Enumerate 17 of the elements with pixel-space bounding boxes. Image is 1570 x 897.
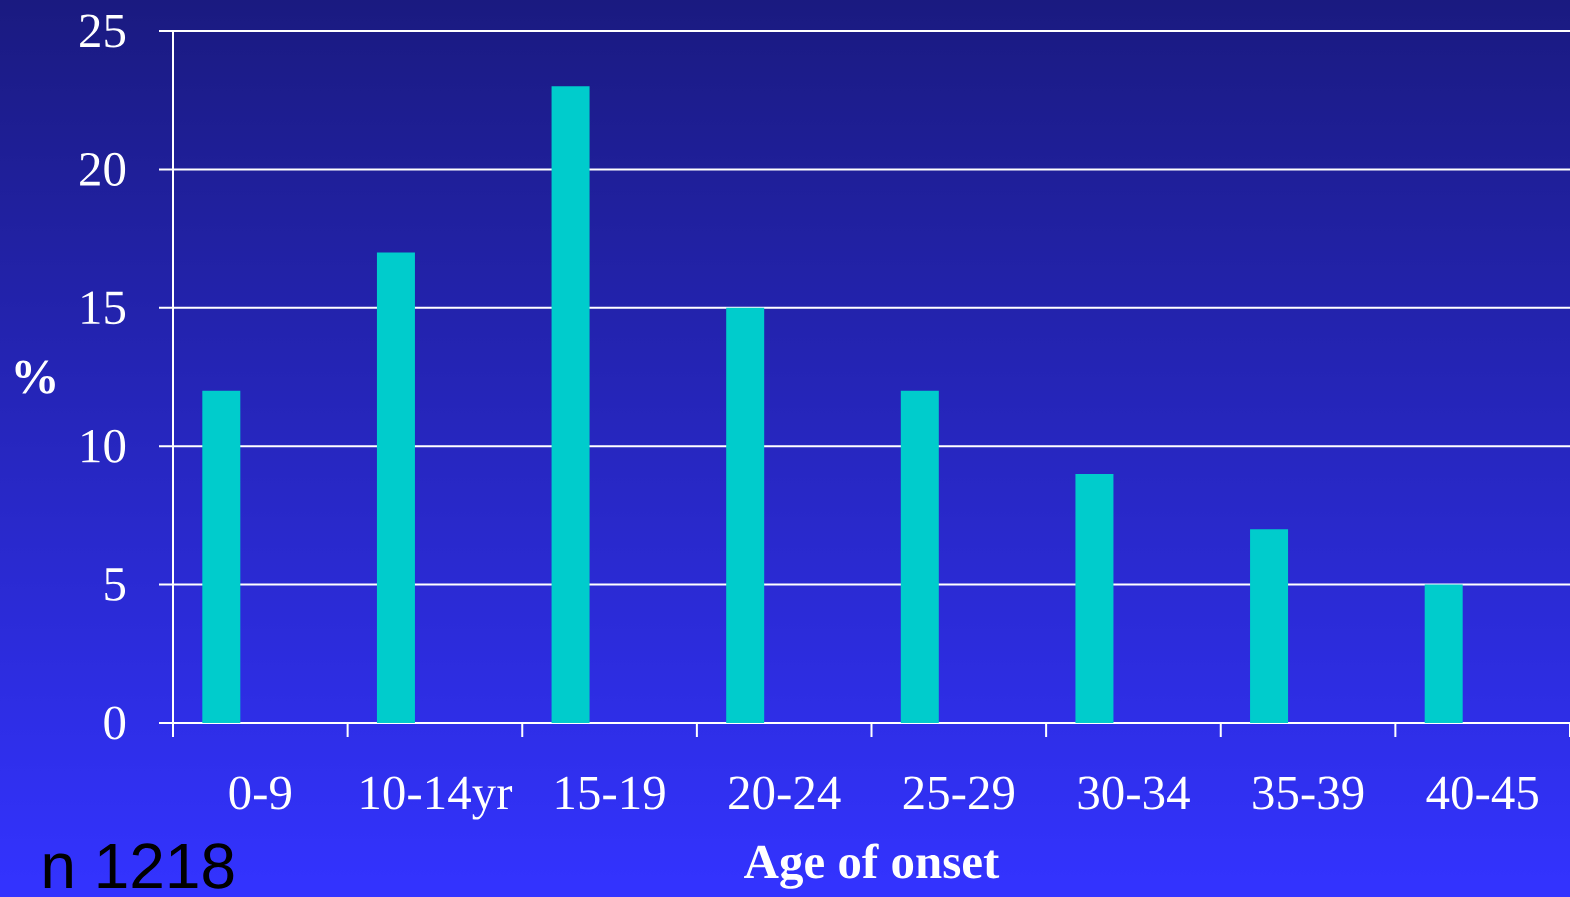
x-tick-label: 0-9	[229, 776, 291, 810]
x-tick-label: 25-29	[903, 776, 1014, 810]
text: n 1218	[44, 843, 234, 889]
x-tick-label: 20-24	[729, 776, 841, 810]
y-tick-label: 25	[80, 14, 126, 48]
y-axis-title: %	[15, 360, 55, 394]
x-tick-label: 40-45	[1426, 776, 1538, 810]
y-tick-label: 15	[82, 291, 126, 325]
x-axis-title: Age of onset	[744, 843, 1000, 889]
x-tick-label: 30-34	[1078, 776, 1190, 810]
y-tick-label: 5	[105, 568, 126, 601]
y-tick-label: 20	[80, 152, 126, 186]
x-tick-label: 35-39	[1253, 776, 1364, 810]
y-tick-label: 10	[82, 429, 126, 463]
y-tick-label: 0	[104, 706, 126, 740]
x-tick-label: 15-19	[556, 776, 665, 810]
x-tick-label: 10-14yr	[361, 776, 513, 820]
